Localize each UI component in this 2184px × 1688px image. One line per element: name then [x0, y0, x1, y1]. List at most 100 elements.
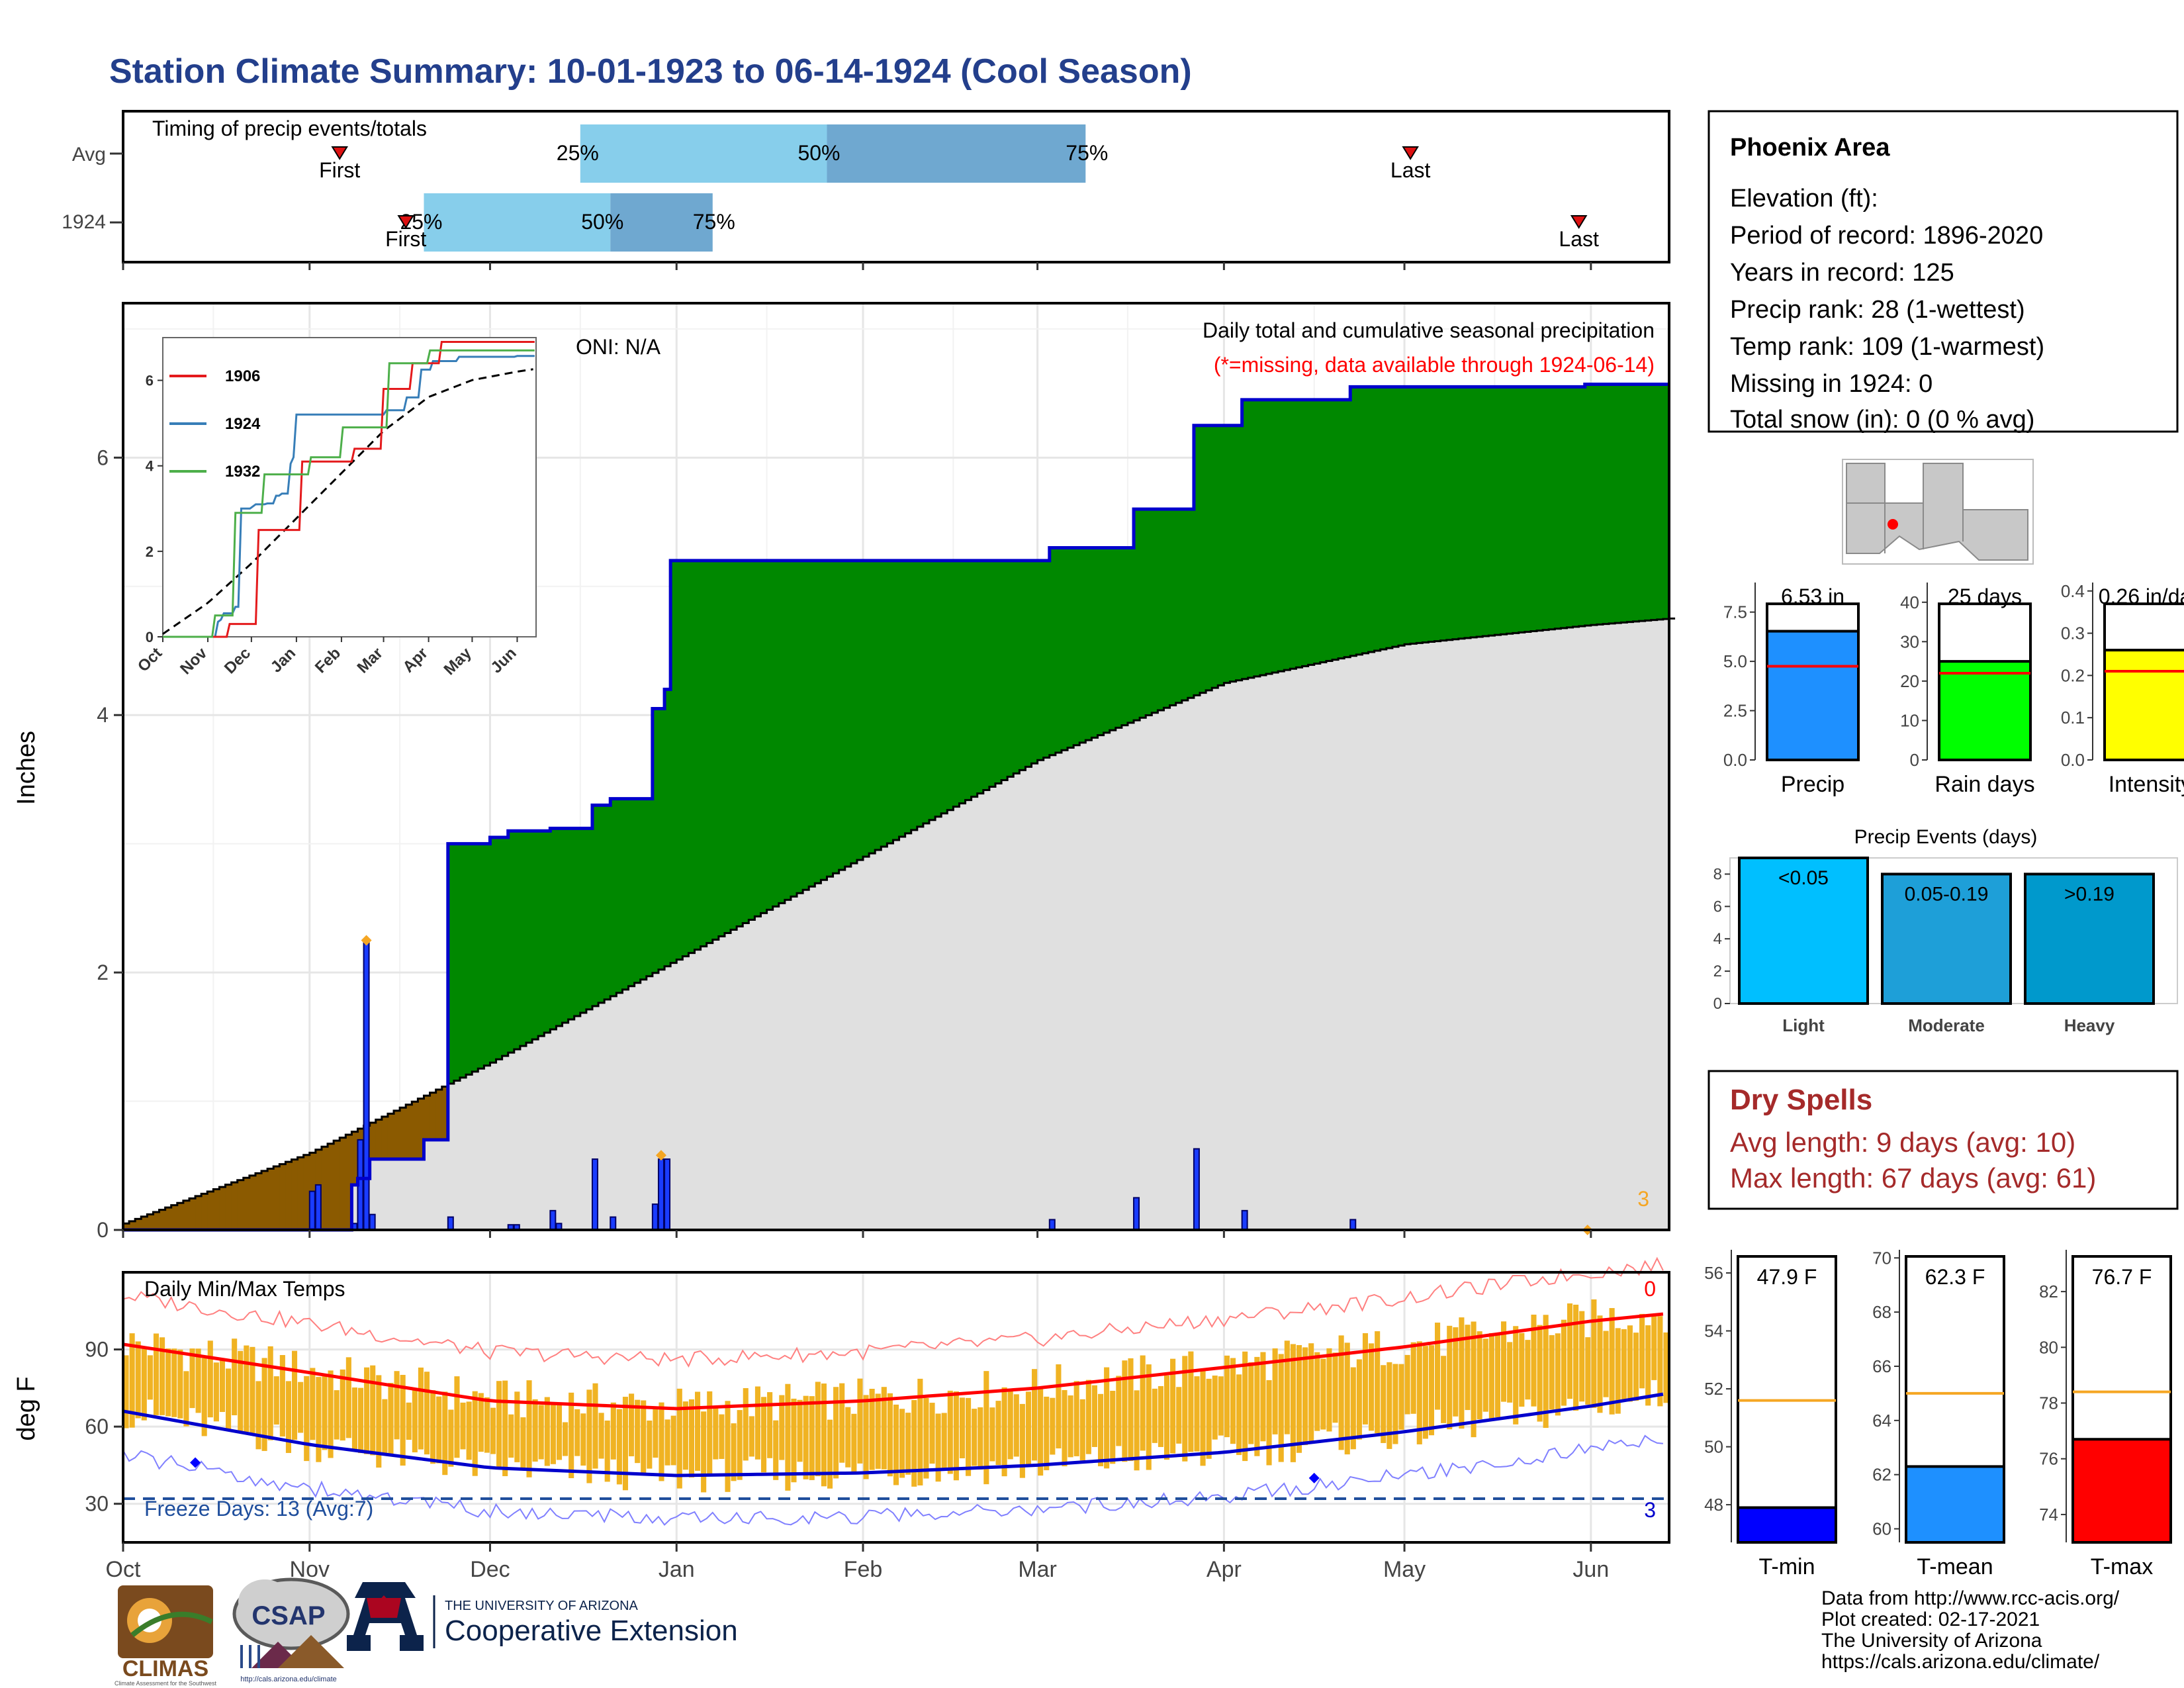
inset-line-1932: [163, 349, 535, 638]
surplus-area-slice: [640, 798, 647, 980]
daily-temp-bar: [1639, 1313, 1645, 1389]
deficit-area-slice: [255, 1173, 262, 1230]
surplus-area-slice: [1555, 387, 1561, 629]
daily-temp-bar: [1296, 1344, 1302, 1453]
record-low-line: [122, 1434, 1664, 1526]
surplus-area-slice: [1561, 387, 1568, 628]
precip-ytick-label: 2: [97, 961, 109, 984]
temp-ytick-label: 30: [85, 1492, 109, 1516]
daily-precip-bar: [651, 1203, 659, 1231]
surplus-area-slice: [1158, 509, 1165, 711]
temp-panel: Daily Min/Max Temps Freeze Days: 13 (Avg…: [13, 262, 1670, 1582]
daily-temp-bar: [1338, 1335, 1344, 1450]
deficit-area-slice: [435, 1090, 443, 1140]
temp-bar-ytick-label: 54: [1704, 1321, 1723, 1341]
deficit-area-slice: [135, 1219, 142, 1230]
inset-xtick-label: Dec: [221, 644, 254, 677]
surplus-area-slice: [1146, 509, 1152, 716]
daily-temp-bar: [1404, 1354, 1410, 1415]
surplus-area-slice: [574, 828, 581, 1016]
surplus-area-slice: [1549, 387, 1555, 630]
surplus-area-slice: [514, 831, 521, 1050]
surplus-area-slice: [646, 798, 653, 976]
timing-1924-label-75: 75%: [693, 210, 735, 234]
credit-line-2: The University of Arizona: [1821, 1630, 2042, 1652]
daily-temp-bar: [1519, 1333, 1525, 1407]
temp-bar-label: T-max: [2091, 1554, 2153, 1579]
daily-temp-bar: [466, 1401, 472, 1460]
surplus-area-slice: [1308, 399, 1315, 665]
daily-precip-bar: [314, 1184, 322, 1231]
daily-temp-bar: [1561, 1319, 1567, 1406]
surplus-area-slice: [965, 560, 972, 800]
daily-temp-bar: [1392, 1364, 1398, 1444]
daily-temp-bar: [1362, 1333, 1369, 1425]
surplus-area-slice: [610, 798, 617, 996]
temp-bar-ytick-label: 52: [1704, 1379, 1723, 1399]
surplus-area-slice: [1200, 425, 1206, 693]
temp-bar-value: 76.7 F: [2092, 1265, 2152, 1289]
surplus-area-slice: [1115, 547, 1122, 728]
inset-ytick-label: 4: [146, 458, 154, 475]
deficit-area-slice: [249, 1175, 256, 1230]
daily-temp-bar: [1320, 1358, 1326, 1430]
deficit-area-slice: [340, 1137, 346, 1230]
surplus-area-slice: [1633, 384, 1640, 622]
surplus-area-slice: [1332, 399, 1339, 660]
surplus-area-slice: [466, 843, 473, 1075]
inset-xtick-label: May: [441, 644, 476, 679]
precip-bar-label: Rain days: [1934, 772, 2034, 797]
deficit-area-slice: [141, 1216, 148, 1230]
daily-precip-bar: [369, 1213, 376, 1231]
temp-bar-ytick-label: 50: [1704, 1437, 1723, 1457]
deficit-area-slice: [351, 1131, 359, 1185]
surplus-area-slice: [1302, 399, 1309, 667]
daily-temp-bar: [815, 1382, 821, 1477]
surplus-area-slice: [1103, 547, 1111, 733]
daily-temp-bar: [563, 1422, 569, 1456]
daily-temp-bar: [1068, 1395, 1073, 1458]
surplus-area-slice: [1296, 399, 1303, 668]
surplus-area-slice: [1061, 547, 1068, 751]
deficit-area-slice: [424, 1096, 431, 1140]
daily-temp-bar: [328, 1370, 334, 1458]
deficit-area-slice: [273, 1166, 280, 1230]
daily-temp-bar: [1597, 1315, 1603, 1413]
daily-temp-bar: [622, 1397, 629, 1491]
daily-temp-bar: [586, 1389, 592, 1483]
surplus-area-slice: [1368, 387, 1375, 652]
surplus-area-slice: [1230, 425, 1237, 682]
deficit-area-slice: [231, 1182, 238, 1230]
ua-logo: THE UNIVERSITY OF ARIZONA Cooperative Ex…: [347, 1582, 738, 1651]
daily-temp-bar: [1387, 1362, 1392, 1449]
daily-temp-bar: [1056, 1364, 1062, 1449]
surplus-area-slice: [1662, 384, 1670, 620]
surplus-area-slice: [760, 560, 768, 914]
inset-xtick-label: Oct: [134, 644, 165, 675]
deficit-area-slice: [171, 1205, 178, 1230]
daily-temp-bar: [821, 1383, 827, 1487]
daily-temp-bar: [767, 1392, 773, 1458]
precip-bar-label: Precip: [1781, 772, 1844, 797]
surplus-area-slice: [1031, 560, 1038, 764]
daily-temp-bar: [279, 1355, 285, 1437]
surplus-area-slice: [917, 560, 924, 827]
daily-temp-bar: [484, 1397, 490, 1453]
timing-row-1924: 1924: [62, 211, 106, 233]
station-line-2: Years in record: 125: [1730, 259, 1954, 287]
events-bar: [1881, 872, 2012, 1006]
daily-temp-bar: [1435, 1323, 1441, 1410]
surplus-area-slice: [827, 560, 834, 877]
daily-temp-bar: [731, 1423, 737, 1481]
surplus-area-slice: [1530, 387, 1537, 632]
precip-bar-ytick-label: 0.3: [2061, 624, 2085, 643]
daily-temp-bar: [1332, 1352, 1338, 1423]
surplus-area-slice: [1524, 387, 1531, 632]
surplus-area-slice: [1398, 387, 1405, 646]
daily-temp-bar: [1242, 1351, 1248, 1462]
deficit-area-slice: [334, 1141, 340, 1230]
deficit-area-slice: [261, 1170, 268, 1230]
surplus-area-slice: [1506, 387, 1514, 634]
deficit-area-slice: [195, 1196, 202, 1230]
daily-temp-bar: [1657, 1316, 1663, 1407]
